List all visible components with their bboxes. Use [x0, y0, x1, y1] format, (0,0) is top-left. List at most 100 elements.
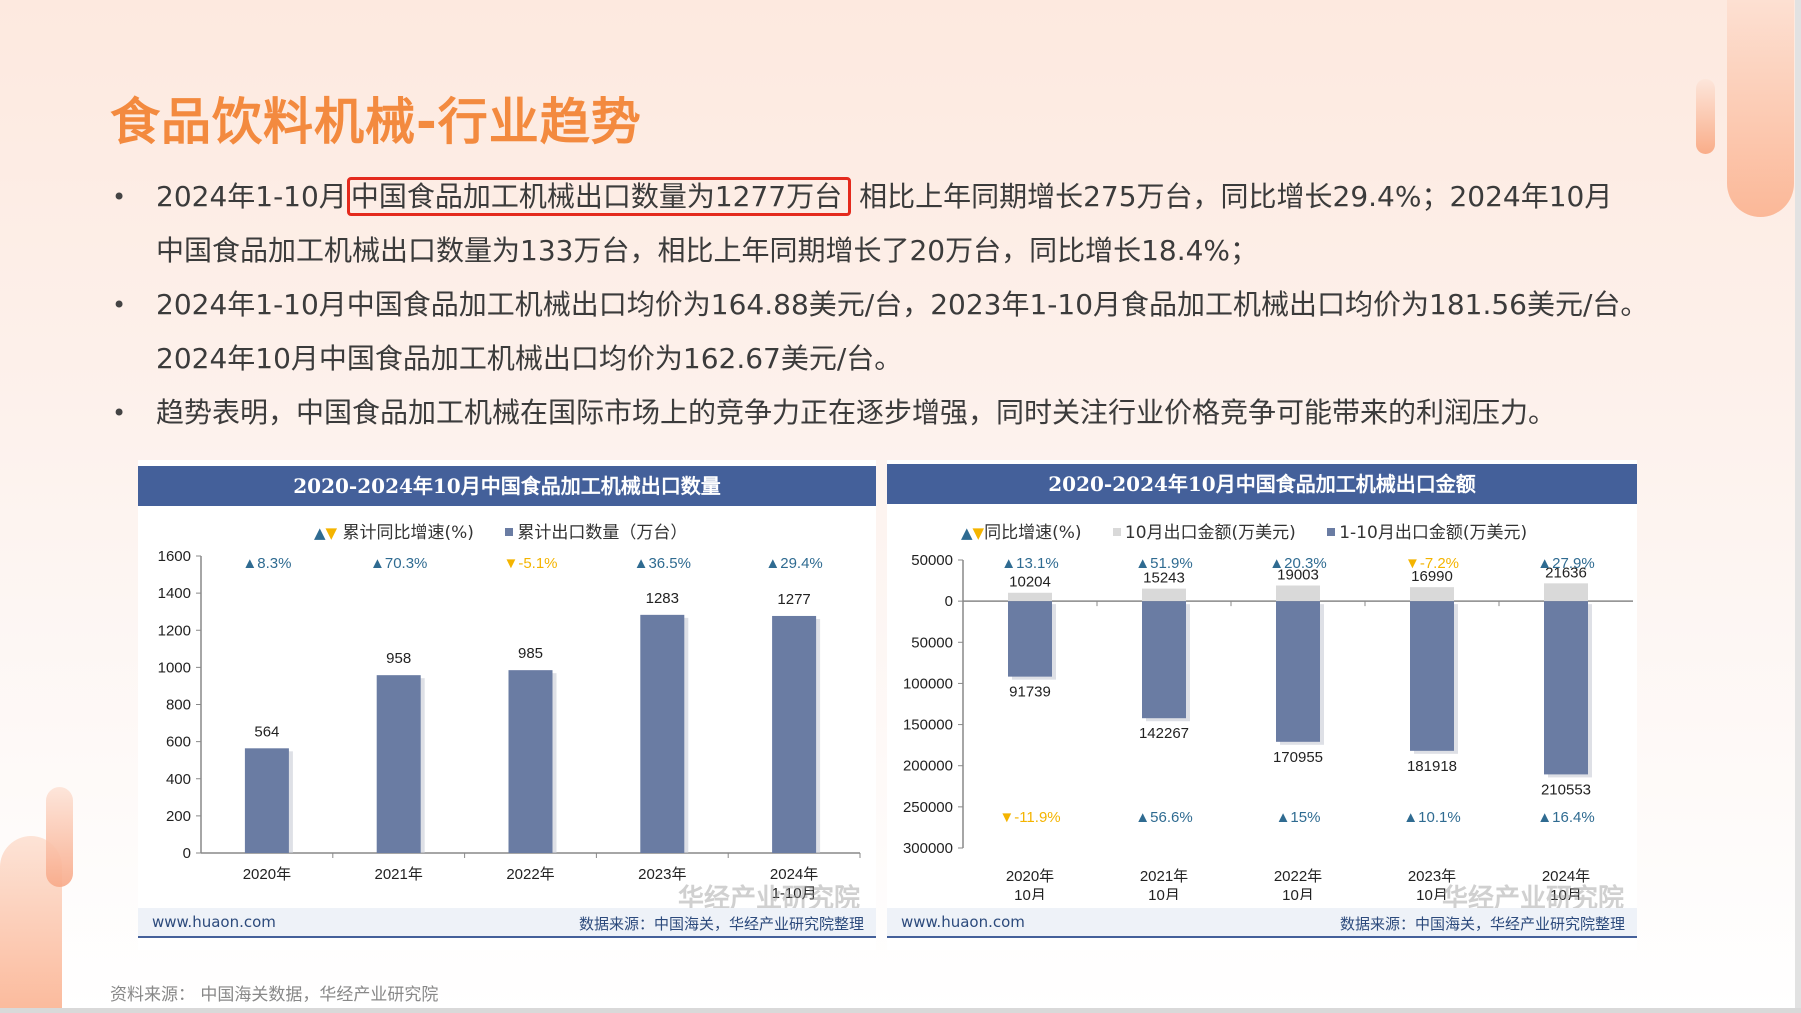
- window-edge-right: [1795, 0, 1801, 1013]
- chart-legend: ▲▼ 累计同比增速(%) 累计出口数量（万台）: [314, 518, 713, 543]
- chart-footer: www.huaon.com 数据来源：中国海关，华经产业研究院整理: [138, 908, 876, 938]
- chart-footer: www.huaon.com 数据来源：中国海关，华经产业研究院整理: [887, 908, 1637, 938]
- bullet-item-trend: 趋势表明，中国食品加工机械在国际市场上的竞争力正在逐步增强，同时关注行业价格竞争…: [110, 386, 1670, 440]
- bar-value-label: 170955: [1273, 749, 1323, 766]
- bar-value-label: 210553: [1541, 781, 1591, 798]
- bar-value-label: 1283: [646, 590, 679, 607]
- chart-title: 2020-2024年10月中国食品加工机械出口金额: [887, 464, 1637, 504]
- legend-item-growth: ▲▼ 累计同比增速(%): [314, 523, 474, 543]
- bar-jan-oct: [1544, 601, 1588, 775]
- bullet-item-average-price: 2024年1-10月中国食品加工机械出口均价为164.88美元/台，2023年1…: [110, 278, 1670, 386]
- bar-value-label: 985: [518, 645, 543, 662]
- x-tick-label: 10月: [1148, 887, 1180, 900]
- bar-value-label: 10204: [1009, 574, 1051, 591]
- y-tick-label: 0: [183, 845, 191, 862]
- growth-label: ▲8.3%: [242, 555, 291, 572]
- y-tick-label: 300000: [903, 840, 953, 857]
- bullet-line: 趋势表明，中国食品加工机械在国际市场上的竞争力正在逐步增强，同时关注行业价格竞争…: [156, 396, 1557, 429]
- triangle-down-icon: ▼: [325, 524, 338, 542]
- y-tick-label: 400: [166, 771, 191, 788]
- y-tick-label: 100000: [903, 675, 953, 692]
- y-tick-label: 1400: [158, 585, 191, 602]
- bar-value-label: 142267: [1139, 725, 1189, 742]
- growth-label-october: ▼-7.2%: [1405, 555, 1459, 572]
- square-icon: [505, 528, 514, 536]
- x-tick-label: 2020年: [243, 866, 291, 883]
- growth-label: ▲70.3%: [370, 555, 427, 572]
- y-tick-label: 50000: [911, 634, 953, 651]
- growth-label: ▲36.5%: [634, 555, 691, 572]
- footer-site: www.huaon.com: [901, 913, 1025, 931]
- bar: [376, 675, 421, 853]
- bullet-line: 2024年10月中国食品加工机械出口均价为162.67美元/台。: [156, 342, 903, 375]
- bar-october: [1142, 588, 1186, 602]
- y-tick-label: 1000: [158, 659, 191, 676]
- bar: [244, 748, 289, 853]
- bar: [640, 614, 685, 853]
- triangle-up-icon: ▲: [314, 524, 326, 542]
- x-tick-label: 10月: [1014, 887, 1046, 900]
- chart-export-quantity: 2020-2024年10月中国食品加工机械出口数量 ▲▼ 累计同比增速(%) 累…: [138, 460, 876, 950]
- legend-item-quantity: 累计出口数量（万台）: [505, 523, 687, 543]
- growth-label-october: ▲20.3%: [1269, 555, 1326, 572]
- bar: [508, 670, 553, 853]
- x-tick-label: 2023年: [638, 866, 686, 883]
- bullet-line: 中国食品加工机械出口数量为133万台，相比上年同期增长了20万台，同比增长18.…: [156, 234, 1259, 267]
- decor-pill-right-small: [1696, 79, 1715, 154]
- x-tick-label: 10月: [1550, 887, 1582, 900]
- x-tick-label: 2024年: [770, 866, 818, 883]
- bar-jan-oct: [1008, 601, 1052, 677]
- highlight-box: 中国食品加工机械出口数量为1277万台: [346, 177, 852, 216]
- bar-value-label: 19003: [1277, 567, 1319, 584]
- chart-plot-area: 0 200 400 600 800 1000 1200 1400 1600 564 ▲8.3% 202…: [158, 548, 861, 900]
- y-tick-label: 1600: [158, 548, 191, 565]
- x-tick-label: 10月: [1416, 887, 1448, 900]
- growth-label-jan-oct: ▲16.4%: [1537, 809, 1594, 826]
- x-tick-label: 2021年: [1140, 868, 1188, 885]
- bar-value-label: 16990: [1411, 568, 1453, 585]
- growth-label-october: ▲51.9%: [1135, 555, 1192, 572]
- y-tick-label: 1200: [158, 622, 191, 639]
- bar-value-label: 1277: [777, 591, 810, 608]
- x-tick-label: 2022年: [1274, 868, 1322, 885]
- growth-label-jan-oct: ▲56.6%: [1135, 809, 1192, 826]
- x-tick-label: 2022年: [506, 866, 554, 883]
- window-edge-bottom: [0, 1008, 1801, 1013]
- bullet-line: 2024年1-10月中国食品加工机械出口数量为1277万台相比上年同期增长275…: [156, 170, 1670, 224]
- y-tick-label: 200: [166, 808, 191, 825]
- bar-value-label: 91739: [1009, 684, 1051, 701]
- growth-label-jan-oct: ▼-11.9%: [999, 809, 1060, 826]
- y-tick-label: 200000: [903, 758, 953, 775]
- footer-source: 数据来源：中国海关，华经产业研究院整理: [1339, 915, 1625, 933]
- square-icon: [1327, 528, 1336, 536]
- bullet-line: 2024年1-10月中国食品加工机械出口均价为164.88美元/台，2023年1…: [156, 288, 1649, 321]
- x-tick-label: 2020年: [1006, 868, 1054, 885]
- x-tick-label: 10月: [1282, 887, 1314, 900]
- page-title: 食品饮料机械-行业趋势: [110, 93, 642, 151]
- legend-label: 10月出口金额(万美元): [1124, 523, 1296, 543]
- bullet-list: 2024年1-10月中国食品加工机械出口数量为1277万台相比上年同期增长275…: [110, 170, 1670, 440]
- bullet-item-export-quantity: 2024年1-10月中国食品加工机械出口数量为1277万台相比上年同期增长275…: [110, 170, 1670, 278]
- x-tick-label: 2023年: [1408, 868, 1456, 885]
- growth-label-october: ▲13.1%: [1001, 555, 1058, 572]
- bar-value-label: 21636: [1545, 564, 1587, 581]
- bar-jan-oct: [1142, 601, 1186, 719]
- bar-value-label: 15243: [1143, 570, 1185, 587]
- chart-legend: ▲▼同比增速(%) 10月出口金额(万美元) 1-10月出口金额(万美元): [961, 518, 1553, 543]
- bar-value-label: 958: [386, 650, 411, 667]
- footer-source: 数据来源：中国海关，华经产业研究院整理: [578, 915, 864, 933]
- x-tick-label: 2021年: [375, 866, 423, 883]
- square-icon: [1112, 528, 1121, 536]
- growth-label-jan-oct: ▲15%: [1276, 809, 1321, 826]
- y-tick-label: 250000: [903, 799, 953, 816]
- footer-site: www.huaon.com: [152, 913, 276, 931]
- legend-label: 累计同比增速(%): [342, 523, 474, 543]
- x-tick-label: 2024年: [1542, 868, 1590, 885]
- x-tick-label: 1-10月: [772, 885, 817, 900]
- triangle-down-icon: ▼: [972, 524, 985, 542]
- legend-label: 1-10月出口金额(万美元): [1339, 523, 1528, 543]
- bar-october: [1008, 592, 1052, 602]
- y-tick-label: 50000: [911, 552, 953, 569]
- y-tick-label: 150000: [903, 717, 953, 734]
- y-tick-label: 600: [166, 734, 191, 751]
